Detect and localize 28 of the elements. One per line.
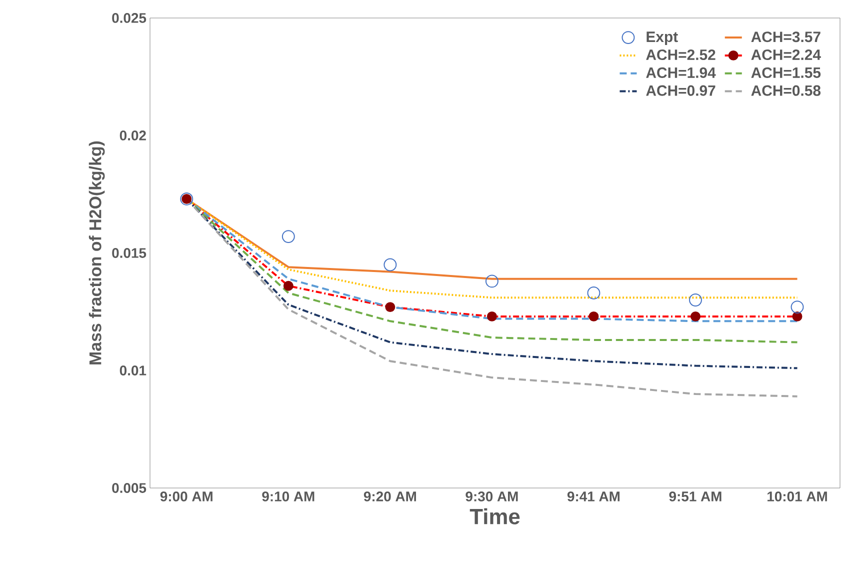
y-axis-title: Mass fraction of H2O(kg/kg) [88, 141, 105, 364]
point [384, 258, 397, 272]
x-tick-label: 9:00 AM [160, 492, 212, 502]
point [790, 300, 804, 314]
legend-label: ACH=2.24 [751, 49, 821, 60]
point [282, 230, 295, 244]
x-tick-label: 9:51 AM [669, 492, 722, 502]
point [587, 286, 600, 300]
legend-label: ACH=0.97 [646, 85, 716, 96]
y-tick-label: 0.025 [112, 13, 146, 23]
y-tick-label: 0.02 [120, 130, 146, 140]
x-tick-label: 10:01 AM [768, 492, 827, 502]
y-tick-label: 0.015 [112, 248, 146, 258]
point [485, 274, 498, 288]
legend-label: ACH=1.55 [751, 67, 821, 78]
legend-label: ACH=2.52 [646, 49, 716, 60]
legend-label: Expt [646, 32, 678, 46]
point [689, 294, 702, 306]
legend-label: ACH=3.57 [751, 32, 820, 42]
legend-label: ACH=1.94 [646, 67, 716, 78]
y-tick-label: 0.01 [120, 366, 146, 376]
x-tick-label: 9:30 AM [466, 492, 518, 502]
legend-label: ACH=0.58 [751, 85, 821, 96]
x-tick-label: 9:20 AM [364, 492, 416, 502]
x-tick-label: 9:10 AM [262, 492, 314, 502]
y-tick-label: 0.005 [112, 483, 146, 493]
x-axis-title: Time [470, 508, 520, 524]
x-tick-label: 9:41 AM [567, 492, 620, 502]
